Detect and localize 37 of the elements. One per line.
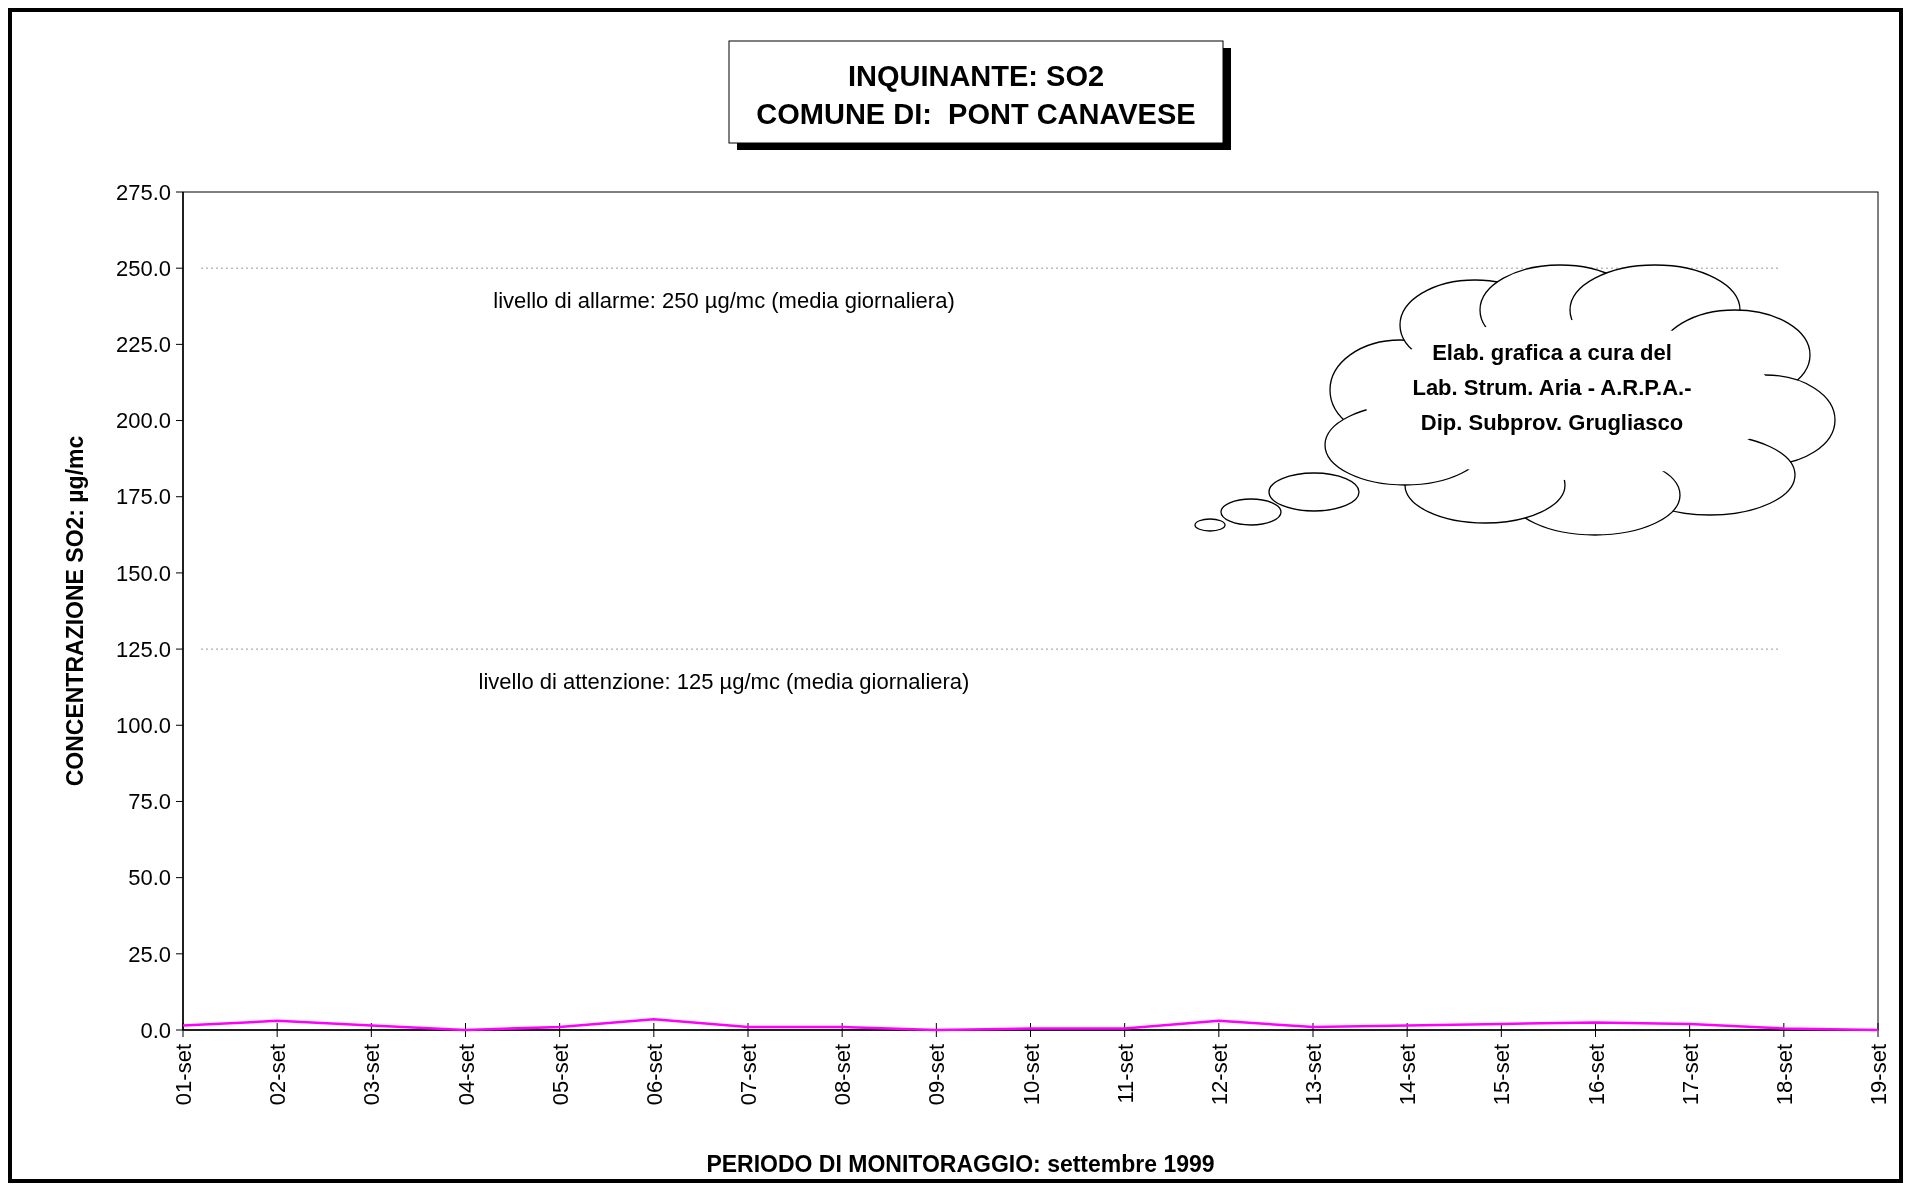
x-tick-label: 01-set xyxy=(171,1044,196,1106)
y-tick-label: 100.0 xyxy=(115,712,171,738)
ref-line-label: livello di attenzione: 125 µg/mc (media giornaliera) xyxy=(478,669,970,695)
y-tick-label: 150.0 xyxy=(115,560,171,586)
y-tick-label: 50.0 xyxy=(128,865,171,891)
x-tick-label: 17-set xyxy=(1677,1044,1703,1106)
x-tick-label: 05-set xyxy=(547,1044,573,1106)
x-tick-label: 09-set xyxy=(924,1044,950,1106)
x-tick-label: 11-set xyxy=(1112,1044,1138,1104)
y-tick-label: 175.0 xyxy=(115,484,171,510)
x-tick-label: 04-set xyxy=(453,1044,479,1106)
x-tick-label: 03-set xyxy=(359,1044,385,1106)
y-tick-label: 75.0 xyxy=(128,789,171,815)
x-tick-label: 19-set xyxy=(1866,1044,1891,1106)
y-axis-title: CONCENTRAZIONE SO2: µg/mc xyxy=(62,435,88,787)
x-tick-label: 02-set xyxy=(265,1044,291,1106)
x-tick-label: 06-set xyxy=(641,1044,667,1106)
y-tick-label: 125.0 xyxy=(115,636,171,662)
x-tick-label: 08-set xyxy=(830,1044,856,1106)
y-tick-label: 25.0 xyxy=(128,941,171,967)
x-tick-label: 12-set xyxy=(1206,1044,1232,1106)
x-tick-label: 14-set xyxy=(1395,1044,1421,1106)
x-tick-label: 13-set xyxy=(1301,1044,1326,1106)
y-tick-label: 225.0 xyxy=(115,332,171,358)
x-tick-label: 15-set xyxy=(1489,1044,1515,1106)
y-tick-label: 0.0 xyxy=(140,1017,171,1043)
annotation: Elab. grafica a cura del Lab. Strum. Aria - A.R.P.A.- Dip. Subprov. Grugliasco xyxy=(1412,340,1692,435)
x-tick-label: 18-set xyxy=(1771,1044,1797,1106)
x-tick-label: 07-set xyxy=(736,1044,761,1106)
x-tick-label: 16-set xyxy=(1583,1044,1609,1106)
y-tick-label: 275.0 xyxy=(115,179,171,205)
y-tick-label: 250.0 xyxy=(115,255,171,281)
ref-line-label: livello di allarme: 250 µg/mc (media giornaliera) xyxy=(493,288,955,314)
x-axis-title: PERIODO DI MONITORAGGIO: settembre 1999 xyxy=(706,1151,1215,1177)
y-tick-label: 200.0 xyxy=(115,408,171,434)
x-tick-label: 10-set xyxy=(1018,1044,1044,1106)
chart-title: INQUINANTE: SO2 COMUNE DI: PONT CANAVESE xyxy=(756,60,1196,130)
